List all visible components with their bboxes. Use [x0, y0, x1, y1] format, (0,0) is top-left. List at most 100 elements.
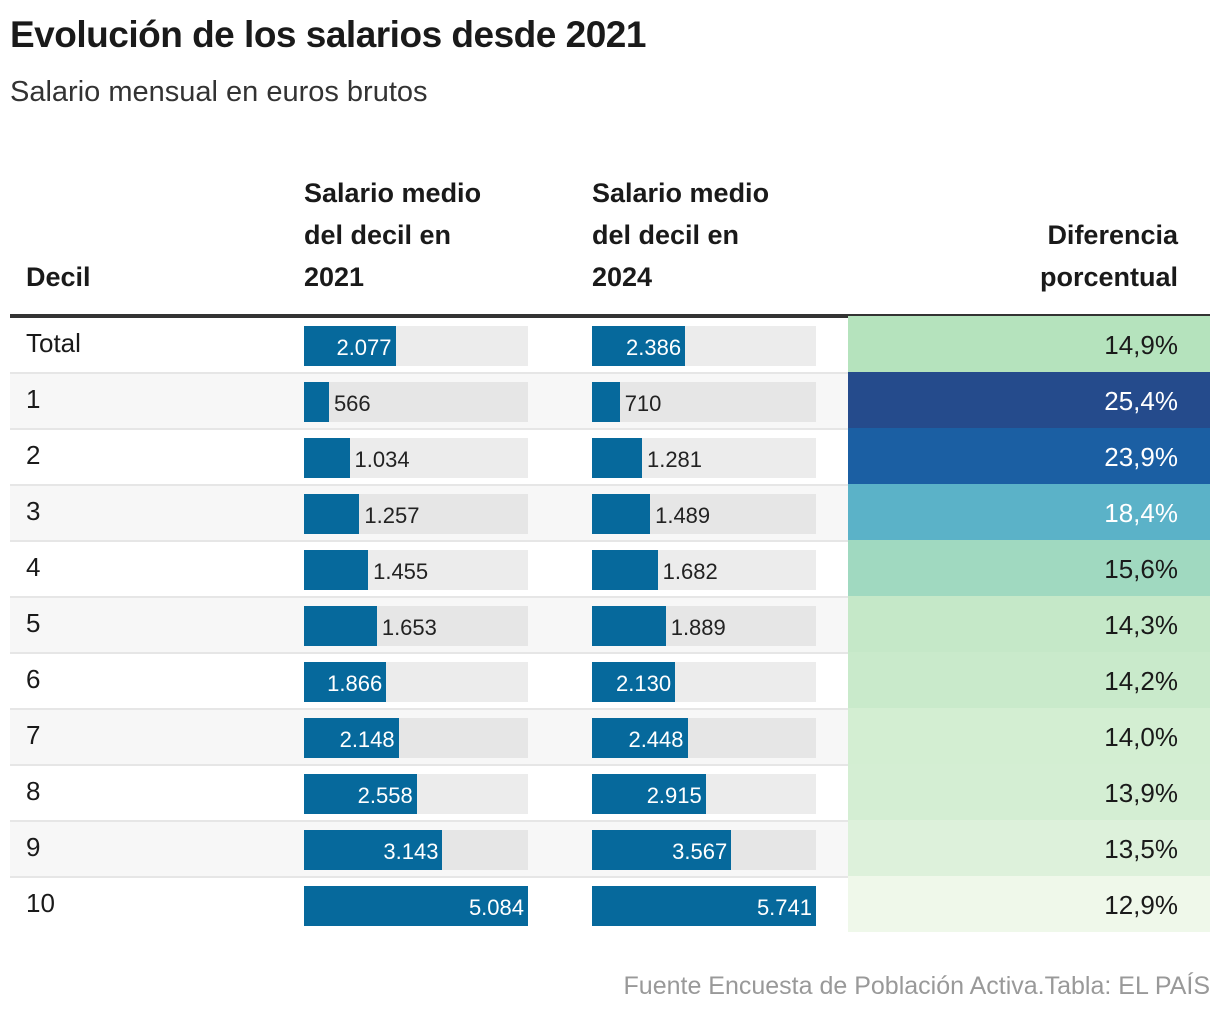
bar [304, 886, 528, 926]
bar-cell-2021: 1.257 [304, 494, 528, 534]
bar-cell-2024: 2.915 [592, 774, 816, 814]
bar-cell-2024: 2.448 [592, 718, 816, 758]
bar [592, 550, 658, 590]
table-row: 3 1.257 1.489 18,4% [10, 484, 1210, 542]
diff-cell: 14,9% [848, 316, 1210, 374]
decil-label: 6 [26, 664, 41, 694]
bar-cell-2021: 1.653 [304, 606, 528, 646]
bar-cell-2021: 1.034 [304, 438, 528, 478]
header-line: 2024 [592, 262, 653, 292]
bar [304, 550, 369, 590]
diff-cell: 12,9% [848, 876, 1210, 932]
diff-cell: 14,3% [848, 596, 1210, 654]
bar [304, 494, 360, 534]
bar-value-label: 2.130 [616, 671, 672, 696]
source-note: Fuente Encuesta de Población Activa.Tabl… [623, 972, 1210, 1000]
bar [592, 886, 816, 926]
header-salario-2024: Salario medio del decil en 2024 [592, 172, 769, 298]
header-salario-2021: Salario medio del decil en 2021 [304, 172, 481, 298]
table-row: 10 5.084 5.741 12,9% [10, 876, 1210, 932]
diff-cell: 23,9% [848, 428, 1210, 486]
bar-value-label: 2.448 [628, 727, 684, 752]
bar-cell-2021: 3.143 [304, 830, 528, 870]
bar-value-label: 566 [333, 391, 371, 416]
diff-cell: 25,4% [848, 372, 1210, 430]
decil-label: 4 [26, 552, 41, 582]
bar-cell-2024: 1.489 [592, 494, 816, 534]
header-line: Salario medio [304, 178, 482, 208]
bar-cell-2021: 1.455 [304, 550, 528, 590]
bar [592, 774, 706, 814]
bar-value-label: 1.034 [354, 447, 410, 472]
header-line: porcentual [1039, 262, 1178, 292]
decil-label: 8 [26, 776, 41, 806]
table-row: 5 1.653 1.889 14,3% [10, 596, 1210, 654]
decil-label: 7 [26, 720, 41, 750]
header-line: Salario medio [592, 178, 770, 208]
bar-cell-2024: 710 [592, 382, 816, 422]
bar-cell-2024: 1.889 [592, 606, 816, 646]
bar-value-label: 2.915 [646, 783, 702, 808]
bar-value-label: 2.558 [357, 783, 413, 808]
bar-value-label: 1.866 [327, 671, 383, 696]
bar-cell-2024: 1.682 [592, 550, 816, 590]
table-row: 6 1.866 2.130 14,2% [10, 652, 1210, 710]
bar [592, 438, 642, 478]
diff-cell: 13,5% [848, 820, 1210, 878]
bar-value-label: 1.889 [670, 615, 726, 640]
header-line: 2021 [304, 262, 365, 292]
bar [304, 774, 417, 814]
bar-value-label: 2.077 [336, 335, 392, 360]
bar [592, 326, 686, 366]
decil-label: 9 [26, 832, 41, 862]
table-row: 8 2.558 2.915 13,9% [10, 764, 1210, 822]
header-line: del decil en [592, 220, 740, 250]
bar-value-label: 1.653 [381, 615, 437, 640]
bar-cell-2021: 566 [304, 382, 528, 422]
bar-track [304, 382, 528, 422]
bar-value-label: 1.455 [373, 559, 429, 584]
bar-value-label: 1.281 [646, 447, 703, 472]
header-rule [10, 314, 1210, 318]
bar-cell-2021: 2.077 [304, 326, 528, 366]
table-row: Total 2.077 2.386 14,9% [10, 316, 1210, 374]
bar-value-label: 710 [624, 391, 662, 416]
diff-cell: 14,0% [848, 708, 1210, 766]
bar-cell-2021: 2.558 [304, 774, 528, 814]
table-row: 9 3.143 3.567 13,5% [10, 820, 1210, 878]
chart-title: Evolución de los salarios desde 2021 [10, 14, 646, 55]
bar-value-label: 3.567 [672, 839, 728, 864]
bar-cell-2024: 5.741 [592, 886, 816, 926]
bar [304, 382, 329, 422]
bar-cell-2024: 3.567 [592, 830, 816, 870]
header-line: del decil en [304, 220, 452, 250]
decil-label: 1 [26, 384, 41, 414]
bar [592, 382, 620, 422]
table-row: 1 566 710 25,4% [10, 372, 1210, 430]
bar-value-label: 5.741 [756, 895, 812, 920]
bar [304, 718, 399, 758]
bar-cell-2021: 2.148 [304, 718, 528, 758]
bar [592, 494, 651, 534]
header-line: Diferencia [1047, 220, 1178, 250]
table-row: 7 2.148 2.448 14,0% [10, 708, 1210, 766]
diff-cell: 14,2% [848, 652, 1210, 710]
bar-value-label: 2.148 [339, 727, 395, 752]
bar [592, 718, 688, 758]
bar-value-label: 1.682 [662, 559, 718, 584]
decil-label: 10 [26, 888, 55, 918]
bar-value-label: 1.257 [364, 503, 420, 528]
bar [592, 830, 732, 870]
bar-cell-2021: 1.866 [304, 662, 528, 702]
decil-label: 5 [26, 608, 41, 638]
table-body: Total 2.077 2.386 14,9% 1 566 710 25,4% 2 1.034 1.… [10, 316, 1210, 932]
table-row: 2 1.034 1.281 23,9% [10, 428, 1210, 486]
bar [304, 830, 443, 870]
header-decil: Decil [26, 262, 91, 292]
bar-value-label: 5.084 [468, 895, 524, 920]
bar-cell-2024: 2.130 [592, 662, 816, 702]
bar [592, 606, 666, 646]
bar [304, 326, 396, 366]
bar [304, 438, 350, 478]
decil-label: 2 [26, 440, 41, 470]
